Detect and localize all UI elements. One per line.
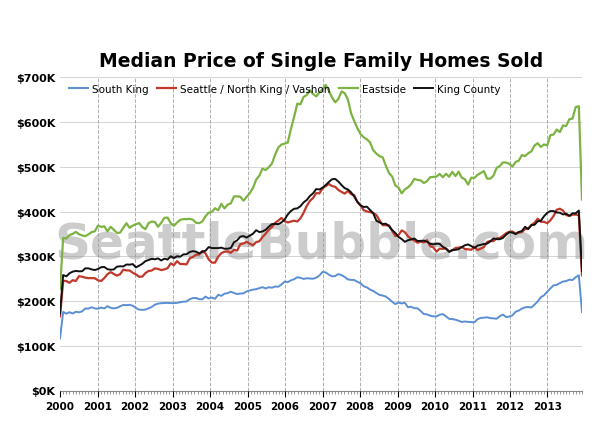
King County — [578, 269, 586, 274]
South King — [550, 283, 557, 288]
Eastside — [578, 197, 586, 203]
Seattle / North King / Vashon — [407, 237, 415, 242]
King County — [572, 211, 579, 217]
King County — [56, 311, 64, 316]
King County — [392, 231, 399, 236]
Eastside — [322, 83, 329, 88]
King County — [332, 177, 339, 182]
Eastside — [202, 214, 209, 219]
Eastside — [550, 133, 557, 138]
King County — [550, 209, 557, 214]
Eastside — [572, 105, 579, 110]
Line: Eastside: Eastside — [60, 85, 582, 289]
Eastside — [69, 232, 76, 237]
South King — [56, 336, 64, 341]
South King — [202, 294, 209, 299]
Eastside — [56, 287, 64, 292]
South King — [578, 309, 586, 315]
King County — [69, 270, 76, 275]
Line: Seattle / North King / Vashon: Seattle / North King / Vashon — [60, 184, 582, 317]
South King — [69, 311, 76, 316]
Seattle / North King / Vashon — [578, 273, 586, 278]
South King — [392, 302, 399, 307]
Seattle / North King / Vashon — [56, 314, 64, 319]
Eastside — [407, 182, 415, 187]
King County — [407, 237, 415, 243]
South King — [319, 270, 326, 275]
Seattle / North King / Vashon — [392, 234, 399, 239]
South King — [407, 304, 415, 309]
King County — [202, 249, 209, 254]
Text: SeattleBubble.com: SeattleBubble.com — [54, 220, 588, 268]
Seattle / North King / Vashon — [572, 213, 579, 218]
Seattle / North King / Vashon — [550, 214, 557, 219]
Title: Median Price of Single Family Homes Sold: Median Price of Single Family Homes Sold — [99, 52, 543, 71]
Seattle / North King / Vashon — [325, 182, 332, 187]
Line: King County: King County — [60, 180, 582, 314]
Seattle / North King / Vashon — [69, 278, 76, 283]
South King — [572, 275, 579, 280]
Line: South King: South King — [60, 272, 582, 339]
Seattle / North King / Vashon — [202, 251, 209, 256]
Eastside — [392, 184, 399, 189]
Legend: South King, Seattle / North King / Vashon, Eastside, King County: South King, Seattle / North King / Vasho… — [65, 80, 505, 99]
